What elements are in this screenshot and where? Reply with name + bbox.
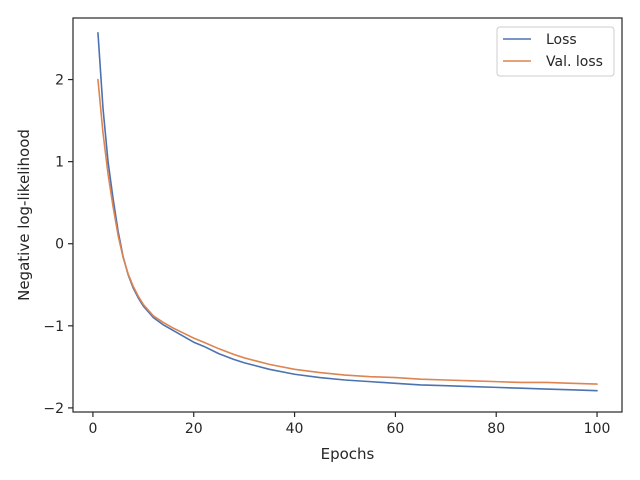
x-tick-label: 60: [386, 421, 404, 437]
x-tick-label: 100: [584, 421, 611, 437]
legend: Loss Val. loss: [496, 26, 615, 77]
x-tick-label: 0: [88, 421, 97, 437]
x-tick-label: 80: [487, 421, 505, 437]
y-tick-label: 0: [55, 237, 64, 253]
axes-frame: [72, 17, 623, 413]
y-tick-label: 1: [55, 155, 64, 171]
x-tick-label: 20: [185, 421, 203, 437]
y-tick-label: −2: [43, 401, 64, 417]
x-axis-label: Epochs: [321, 445, 375, 463]
series-layer: [97, 31, 598, 392]
y-axis-ticks: −2 −1 0 1 2: [43, 73, 73, 417]
y-axis-label: Negative log-likelihood: [15, 129, 33, 301]
legend-label-val-loss: Val. loss: [546, 54, 603, 70]
y-tick-label: 2: [55, 73, 64, 89]
x-tick-label: 40: [286, 421, 304, 437]
legend-label-loss: Loss: [546, 32, 577, 48]
x-axis-ticks: 0 20 40 60 80 100: [88, 412, 610, 437]
y-tick-label: −1: [43, 319, 64, 335]
series-line-val-loss: [97, 78, 598, 385]
